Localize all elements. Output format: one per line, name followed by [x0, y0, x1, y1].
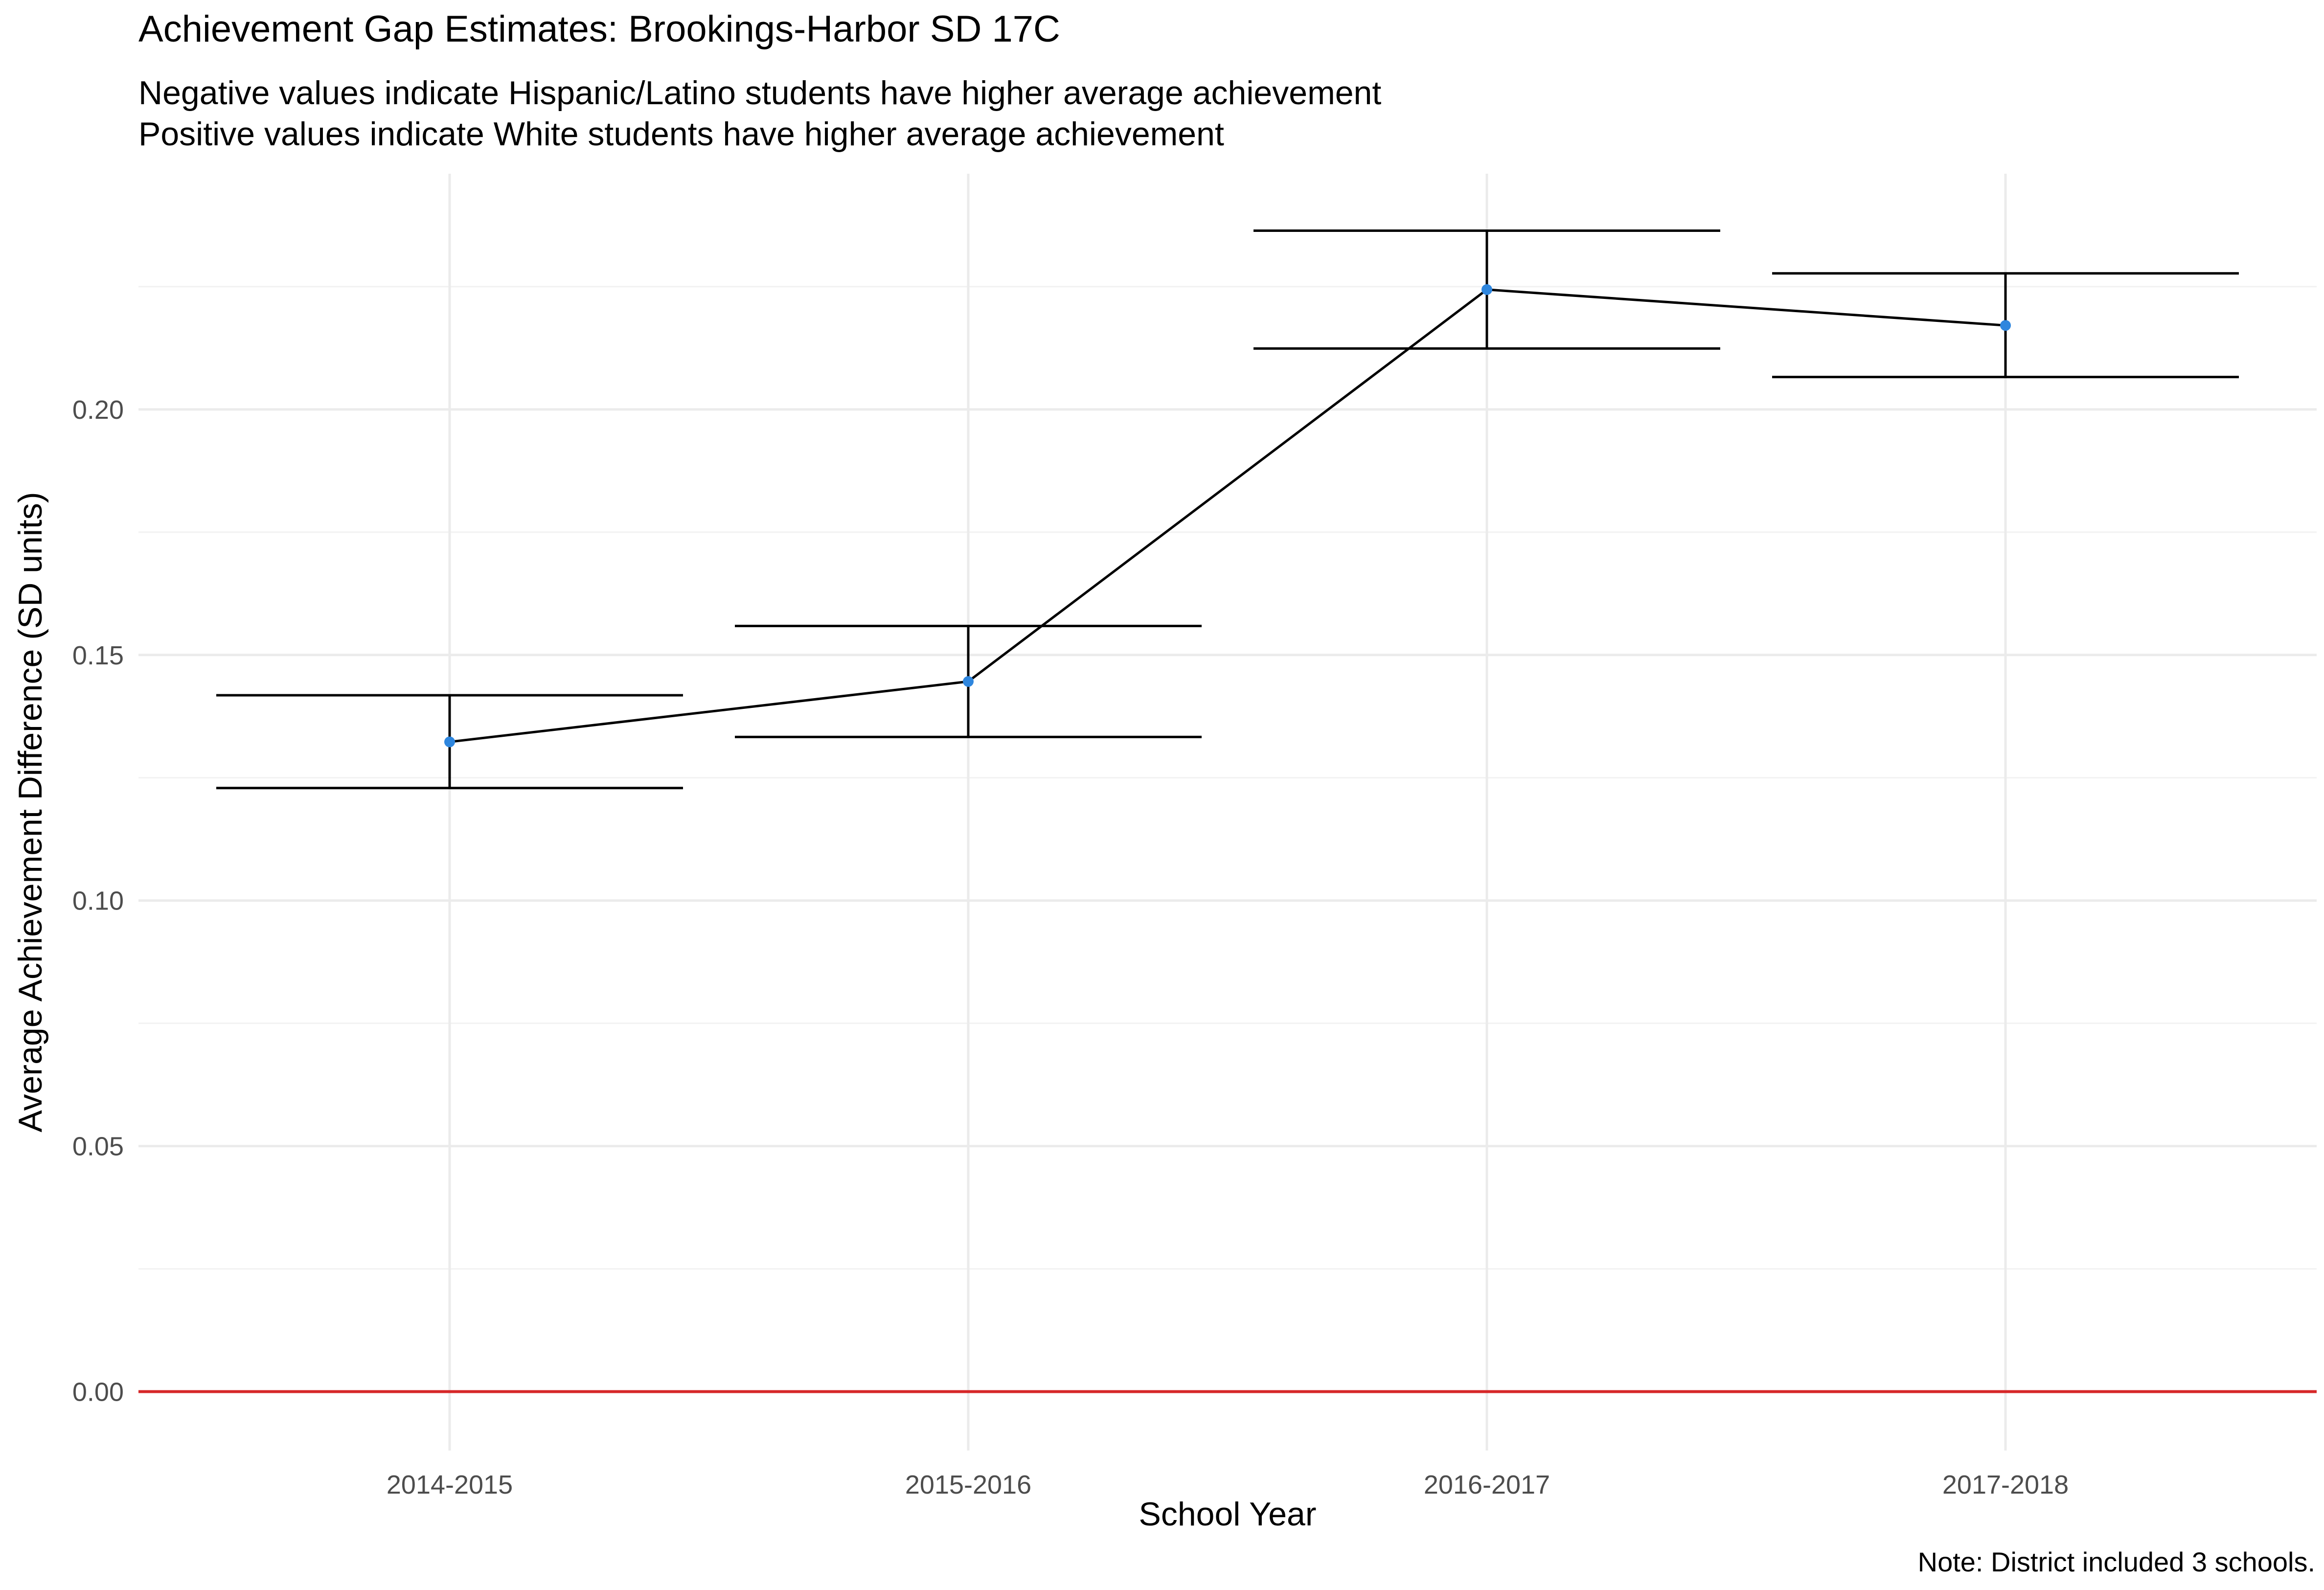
y-tick-label: 0.15	[72, 641, 124, 670]
minor-gridlines	[138, 286, 2317, 1270]
y-axis-label: Average Achievement Difference (SD units…	[12, 492, 49, 1132]
data-points	[444, 284, 2011, 748]
major-gridlines	[138, 174, 2317, 1451]
y-tick-label: 0.05	[72, 1132, 124, 1161]
chart-subtitle-line-1: Negative values indicate Hispanic/Latino…	[138, 74, 1382, 112]
x-tick-label: 2014-2015	[387, 1470, 513, 1499]
x-tick-label: 2015-2016	[905, 1470, 1031, 1499]
x-tick-labels: 2014-2015 2015-2016 2016-2017 2017-2018	[387, 1470, 2069, 1499]
data-point	[444, 736, 455, 748]
y-tick-label: 0.10	[72, 886, 124, 916]
data-point	[1481, 284, 1492, 295]
data-point	[2000, 320, 2011, 331]
series-line-group	[449, 288, 2006, 743]
data-point	[963, 676, 974, 687]
x-tick-label: 2016-2017	[1424, 1470, 1550, 1499]
error-bars	[216, 229, 2239, 790]
y-tick-label: 0.00	[72, 1378, 124, 1407]
x-axis-label: School Year	[1139, 1496, 1317, 1533]
chart-subtitle-line-2: Positive values indicate White students …	[138, 115, 1224, 153]
x-tick-label: 2017-2018	[1942, 1470, 2069, 1499]
y-tick-label: 0.20	[72, 395, 124, 425]
chart-caption: Note: District included 3 schools.	[1917, 1546, 2315, 1577]
chart-title: Achievement Gap Estimates: Brookings-Har…	[138, 8, 1060, 50]
series-line	[449, 288, 2006, 743]
y-tick-labels: 0.00 0.05 0.10 0.15 0.20	[72, 395, 124, 1407]
